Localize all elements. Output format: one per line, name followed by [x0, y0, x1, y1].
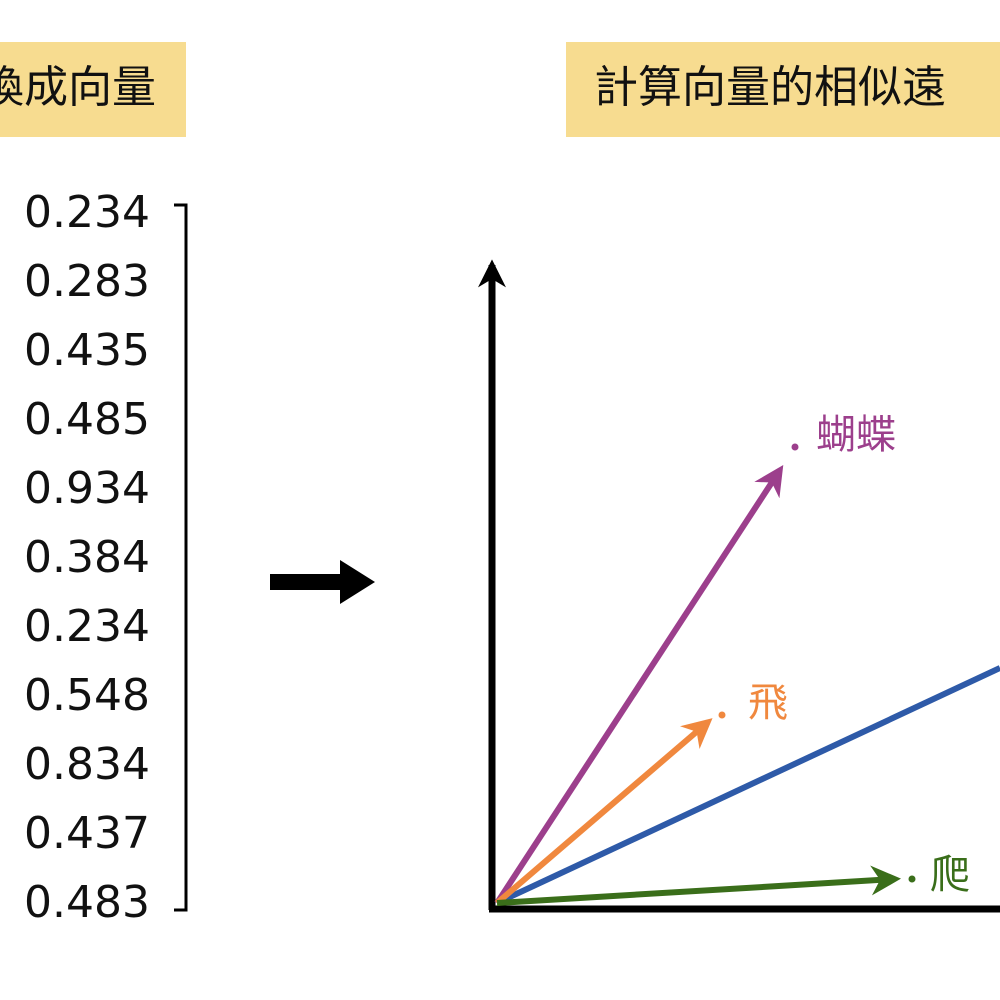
title-box: [566, 42, 1000, 137]
vector-line: [496, 865, 901, 906]
dot: [718, 711, 726, 719]
vector-value: 0.934: [24, 463, 150, 514]
vector-value: 0.437: [24, 808, 150, 859]
vector-line: [495, 718, 713, 906]
vector-value: 0.548: [24, 670, 150, 721]
vector-label: 飛: [748, 680, 788, 726]
vector-value: 0.384: [24, 532, 150, 583]
left-title: 換成向量: [0, 62, 156, 113]
vector-label: 蝴蝶: [816, 412, 896, 458]
vector-values: 0.234 0.283 0.435 0.485 0.934 0.384 0.234 0.548…: [24, 187, 150, 928]
vector-value: 0.234: [24, 601, 150, 652]
vector-line: [494, 464, 784, 905]
title-box: [0, 42, 186, 137]
bracket: [174, 203, 188, 912]
vector-value: 0.435: [24, 325, 150, 376]
vector-label: 爬: [930, 852, 970, 898]
dot: [791, 443, 799, 451]
arrow: [270, 560, 375, 604]
vector-value: 0.834: [24, 739, 150, 790]
right-title: 計算向量的相似遠: [594, 62, 946, 113]
vector-line: [495, 665, 1000, 906]
vector-value: 0.283: [24, 256, 150, 307]
vector-value: 0.483: [24, 877, 150, 928]
vector-value: 0.234: [24, 187, 150, 238]
vector-value: 0.485: [24, 394, 150, 445]
dot: [908, 875, 916, 883]
